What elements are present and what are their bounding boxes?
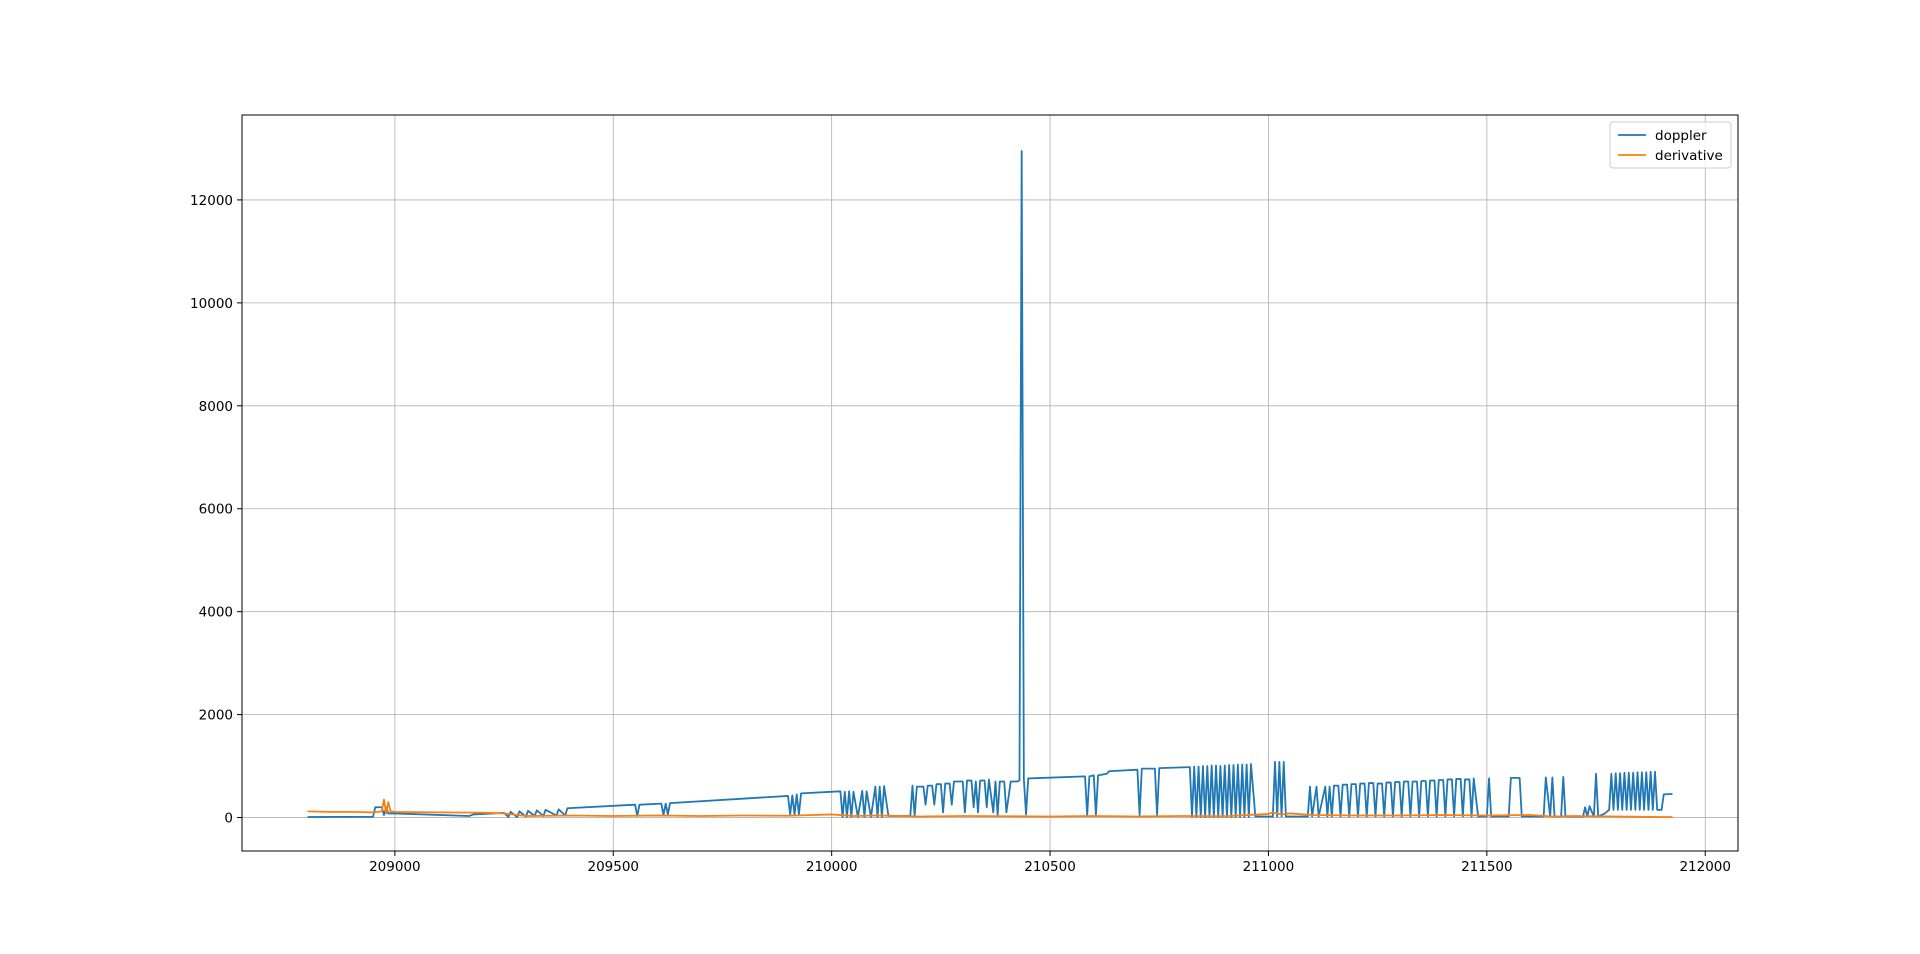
x-tick-label: 212000 bbox=[1679, 859, 1731, 875]
legend-label-doppler: doppler bbox=[1655, 128, 1707, 144]
y-tick-label: 12000 bbox=[190, 193, 233, 209]
series-line-derivative bbox=[307, 798, 1673, 818]
y-tick-label: 6000 bbox=[199, 502, 233, 518]
y-tick-label: 2000 bbox=[199, 708, 233, 724]
x-tick-label: 210500 bbox=[1024, 859, 1076, 875]
x-tick-label: 211000 bbox=[1243, 859, 1295, 875]
x-tick-label: 211500 bbox=[1461, 859, 1513, 875]
axis-ticks: 209000 209500 210000 210500 211000 211500 2120… bbox=[190, 193, 1731, 875]
y-tick-label: 10000 bbox=[190, 296, 233, 312]
series-line-doppler bbox=[307, 150, 1673, 818]
grid-lines bbox=[242, 115, 1738, 851]
x-tick-label: 210000 bbox=[806, 859, 858, 875]
x-tick-label: 209500 bbox=[587, 859, 639, 875]
data-series bbox=[307, 150, 1673, 818]
y-tick-label: 0 bbox=[224, 811, 233, 827]
legend-label-derivative: derivative bbox=[1655, 148, 1723, 164]
y-tick-label: 4000 bbox=[199, 605, 233, 621]
legend-box bbox=[1609, 121, 1732, 169]
legend: doppler derivative bbox=[1609, 121, 1732, 169]
axes-frame bbox=[241, 114, 1739, 852]
x-tick-label: 209000 bbox=[369, 859, 421, 875]
y-tick-label: 8000 bbox=[199, 399, 233, 415]
